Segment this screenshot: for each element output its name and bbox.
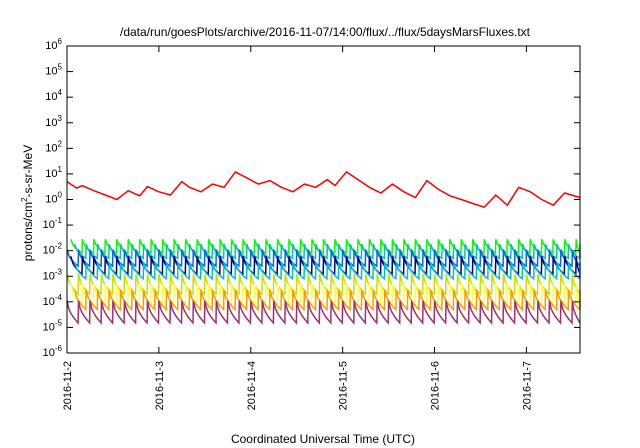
x-tick-label: 2016-11-3 xyxy=(154,361,166,410)
series-line xyxy=(66,300,581,325)
series-line xyxy=(66,170,581,209)
x-axis-label: Coordinated Universal Time (UTC) xyxy=(231,432,415,446)
y-tick-label: 10-4 xyxy=(43,293,63,308)
y-tick-label: 100 xyxy=(45,191,62,206)
y-axis-label-sup: 2 xyxy=(20,197,29,202)
y-tick-label: 102 xyxy=(45,139,62,154)
x-tick-label: 2016-11-4 xyxy=(246,361,258,410)
y-tick-label: 10-1 xyxy=(43,216,63,231)
y-axis-label-prefix: protons/cm xyxy=(21,202,35,261)
y-tick-label: 10-2 xyxy=(43,242,63,257)
y-tick-label: 104 xyxy=(45,88,62,103)
plot-frame xyxy=(66,45,581,354)
chart-title: /data/run/goesPlots/archive/2016-11-07/1… xyxy=(120,25,531,39)
tick-layer: 2016-11-2 2016-11-3 2016-11-4 2016-11-5 2016… xyxy=(43,37,580,410)
x-tick-label: 2016-11-2 xyxy=(62,361,74,410)
y-tick-label: 10-6 xyxy=(43,344,63,359)
series-line xyxy=(73,289,581,312)
x-tick-label: 2016-11-7 xyxy=(521,361,533,410)
y-tick-label: 105 xyxy=(45,63,62,78)
y-tick-label: 10-3 xyxy=(43,267,63,282)
series-layer xyxy=(66,170,581,325)
series-line xyxy=(73,262,581,281)
y-axis-label-suffix: -s-sr-MeV xyxy=(21,145,35,198)
y-axis-label: protons/cm2-s-sr-MeV xyxy=(20,145,35,261)
x-tick-label: 2016-11-5 xyxy=(338,361,350,410)
y-tick-label: 101 xyxy=(45,165,62,180)
y-tick-label: 106 xyxy=(45,37,62,52)
y-tick-label: 103 xyxy=(45,114,62,129)
x-tick-label: 2016-11-6 xyxy=(430,361,442,410)
y-tick-label: 10-5 xyxy=(43,318,63,333)
